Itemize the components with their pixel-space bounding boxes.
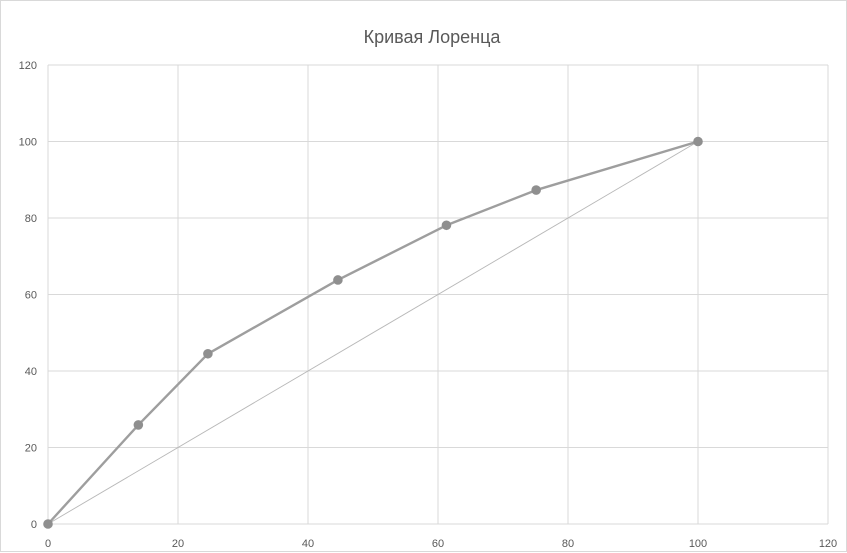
y-tick-labels: 0 20 40 60 80 100 120: [19, 60, 37, 531]
lorenz-point: [133, 420, 144, 430]
y-tick-label: 80: [25, 213, 37, 225]
y-tick-label: 20: [25, 443, 37, 455]
x-tick-label: 120: [819, 538, 837, 550]
lorenz-point: [531, 185, 541, 195]
x-tick-label: 100: [689, 538, 707, 550]
chart-title: Кривая Лоренца: [364, 27, 502, 47]
lorenz-point: [693, 136, 703, 147]
lorenz-point: [43, 519, 53, 529]
x-tick-labels: 0 20 40 60 80 100 120: [45, 538, 837, 550]
y-tick-label: 60: [25, 290, 37, 302]
x-tick-label: 0: [45, 538, 51, 550]
lorenz-point: [441, 220, 452, 231]
x-tick-label: 80: [562, 538, 574, 550]
y-tick-label: 0: [31, 519, 37, 531]
x-tick-label: 20: [172, 538, 184, 550]
lorenz-point: [203, 348, 213, 359]
x-tick-label: 40: [302, 538, 314, 550]
series-layer: [43, 136, 703, 529]
y-tick-label: 100: [19, 137, 37, 149]
y-tick-label: 40: [25, 366, 37, 378]
x-tick-label: 60: [432, 538, 444, 550]
lorenz-point: [333, 275, 343, 285]
equality-line: [47, 141, 699, 525]
y-tick-label: 120: [19, 60, 37, 72]
